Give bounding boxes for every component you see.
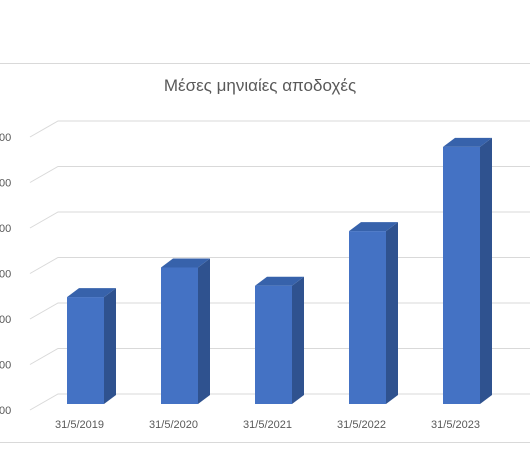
x-tick-label: 31/5/2020: [149, 419, 198, 431]
y-tick-label: ,00: [0, 314, 11, 326]
y-tick-label: ,00: [0, 223, 11, 235]
x-axis-ticks: 31/5/2019 31/5/2020 31/5/2021 31/5/2022 31/5…: [55, 419, 480, 431]
y-tick-label: ,00: [0, 405, 11, 417]
gridline: [29, 120, 530, 138]
bars: [67, 137, 492, 405]
y-axis-ticks: ,00 ,00 ,00 ,00 ,00 ,00 ,00: [0, 132, 11, 417]
bar: [443, 137, 492, 405]
bar: [255, 276, 304, 404]
bar: [67, 288, 116, 404]
y-tick-label: ,00: [0, 360, 11, 372]
chart-title: Μέσες μηνιαίες αποδοχές: [163, 76, 357, 95]
y-tick-label: ,00: [0, 178, 11, 190]
x-tick-label: 31/5/2019: [55, 419, 104, 431]
y-tick-label: ,00: [0, 132, 11, 144]
y-tick-label: ,00: [0, 269, 11, 281]
bar: [349, 222, 398, 404]
chart-area: [0, 63, 530, 443]
x-tick-label: 31/5/2021: [243, 419, 292, 431]
x-tick-label: 31/5/2022: [337, 419, 386, 431]
gridline: [29, 166, 530, 183]
bar: [161, 258, 210, 404]
x-tick-label: 31/5/2023: [431, 419, 480, 431]
gridline: [29, 211, 530, 229]
